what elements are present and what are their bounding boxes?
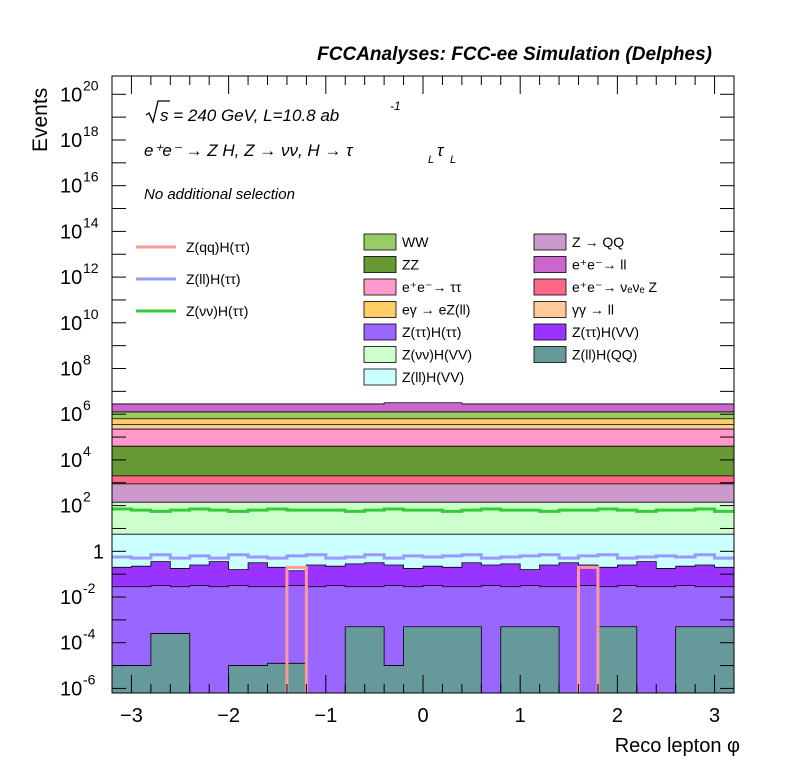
y-tick-label-8: 10 — [60, 450, 82, 472]
legend-stack-swatch-2 — [363, 256, 397, 273]
y-tick-label-5: 10 — [60, 313, 82, 335]
x-tick-label-3: 0 — [417, 705, 428, 727]
legend-stack-label-11: Z(ll)H(QQ) — [572, 347, 637, 363]
process-sub-2: L — [450, 154, 456, 166]
energy-sup: -1 — [390, 99, 401, 113]
legend-stack-label-2: ZZ — [402, 257, 420, 273]
y-tick-exp-13: -6 — [83, 671, 96, 687]
legend-stack-swatch-8 — [363, 323, 397, 341]
legend-line-label-2: Z(νν)H(ττ) — [186, 303, 248, 319]
signal-lines — [112, 507, 734, 693]
x-tick-label-6: 3 — [709, 705, 720, 727]
y-tick-label-11: 10 — [60, 587, 82, 609]
y-tick-label-7: 10 — [60, 404, 82, 426]
y-tick-label-3: 10 — [60, 221, 82, 243]
legend-stack-swatch-3 — [533, 256, 567, 273]
y-tick-exp-3: 14 — [83, 214, 99, 230]
signal-line-0-bin-0 — [285, 565, 308, 693]
legend-stack-label-4: e⁺e⁻→ ττ — [402, 279, 462, 295]
legend-stack-swatch-7 — [533, 301, 567, 318]
process-annotation: e⁺e⁻ → Z H, Z → νν, H → τ L τ L — [144, 141, 456, 166]
y-tick-exp-12: -4 — [83, 626, 96, 642]
y-tick-label-13: 10 — [60, 678, 82, 700]
chart-title: FCCAnalyses: FCC-ee Simulation (Delphes) — [317, 44, 712, 65]
y-tick-exp-0: 20 — [83, 77, 99, 93]
x-tick-label-5: 2 — [612, 705, 623, 727]
signal-line-2 — [112, 507, 734, 513]
x-tick-label-4: 1 — [515, 705, 526, 727]
legend-stack-swatch-10 — [363, 346, 397, 363]
sqrt-symbol — [145, 100, 170, 125]
legend-stack-label-0: WW — [402, 234, 429, 250]
legend-stack-swatch-1 — [533, 233, 567, 251]
legend-line-label-1: Z(ll)H(ττ) — [186, 271, 241, 287]
y-tick-exp-8: 4 — [83, 443, 91, 459]
legend-stack-label-6: eγ → eZ(ll) — [402, 302, 470, 318]
legend-stack: WW Z → QQ ZZ e⁺e⁻→ ll e⁺e⁻→ ττ e⁺e⁻→ νₑνₑ Z eγ… — [363, 233, 658, 386]
y-tick-label-1: 10 — [60, 130, 82, 152]
signal-line-1 — [112, 553, 734, 560]
legend-stack-label-7: γγ → ll — [572, 302, 614, 318]
stacked-histograms — [111, 402, 735, 694]
legend-lines: Z(qq)H(ττ) Z(ll)H(ττ) Z(νν)H(ττ) — [136, 239, 250, 319]
y-tick-exp-7: 6 — [83, 397, 91, 413]
legend-stack-label-3: e⁺e⁻→ ll — [572, 257, 626, 273]
y-tick-exp-11: -2 — [83, 580, 96, 596]
selection-text: No additional selection — [144, 186, 295, 203]
process-sub: L — [428, 154, 434, 166]
y-tick-label-4: 10 — [60, 267, 82, 289]
process-text: e⁺e⁻ → Z H, Z → νν, H → τ — [144, 141, 354, 160]
legend-stack-swatch-5 — [533, 278, 567, 296]
x-tick-label-1: −2 — [217, 705, 240, 727]
x-tick-label-2: −1 — [314, 705, 337, 727]
y-tick-exp-5: 10 — [83, 306, 99, 322]
y-tick-exp-2: 16 — [83, 169, 99, 185]
y-tick-label-12: 10 — [60, 633, 82, 655]
legend-stack-swatch-11 — [533, 346, 567, 363]
energy-text: s = 240 GeV, L=10.8 ab — [160, 106, 339, 125]
y-tick-label-2: 10 — [60, 176, 82, 198]
legend-stack-label-10: Z(νν)H(VV) — [402, 347, 472, 363]
y-tick-exp-4: 12 — [83, 260, 99, 276]
process-tau: τ — [437, 141, 445, 160]
signal-line-0-bin-1 — [577, 565, 600, 693]
legend-stack-swatch-6 — [363, 301, 397, 318]
legend-stack-swatch-12 — [363, 368, 397, 386]
legend-stack-swatch-4 — [363, 278, 397, 296]
x-tick-label-0: −3 — [120, 705, 143, 727]
x-axis-label: Reco lepton φ — [615, 735, 740, 757]
y-tick-label-6: 10 — [60, 359, 82, 381]
y-axis-label: Events — [29, 88, 52, 152]
legend-stack-label-8: Z(ττ)H(ττ) — [402, 324, 461, 340]
y-tick-label-9: 10 — [60, 496, 82, 518]
y-tick-exp-9: 2 — [83, 489, 91, 505]
legend-stack-label-5: e⁺e⁻→ νₑνₑ Z — [572, 279, 658, 295]
y-tick-exp-1: 18 — [83, 123, 99, 139]
legend-stack-swatch-9 — [533, 323, 567, 341]
legend-line-label-0: Z(qq)H(ττ) — [186, 239, 250, 255]
y-tick-exp-6: 8 — [83, 352, 91, 368]
legend-stack-swatch-0 — [363, 233, 397, 251]
legend-stack-label-12: Z(ll)H(VV) — [402, 369, 464, 385]
y-tick-label-0: 10 — [60, 84, 82, 106]
y-tick-label-10: 1 — [93, 541, 104, 563]
energy-annotation: s = 240 GeV, L=10.8 ab -1 — [145, 99, 401, 125]
legend-stack-label-9: Z(ττ)H(VV) — [572, 324, 639, 340]
legend-stack-label-1: Z → QQ — [572, 234, 624, 250]
